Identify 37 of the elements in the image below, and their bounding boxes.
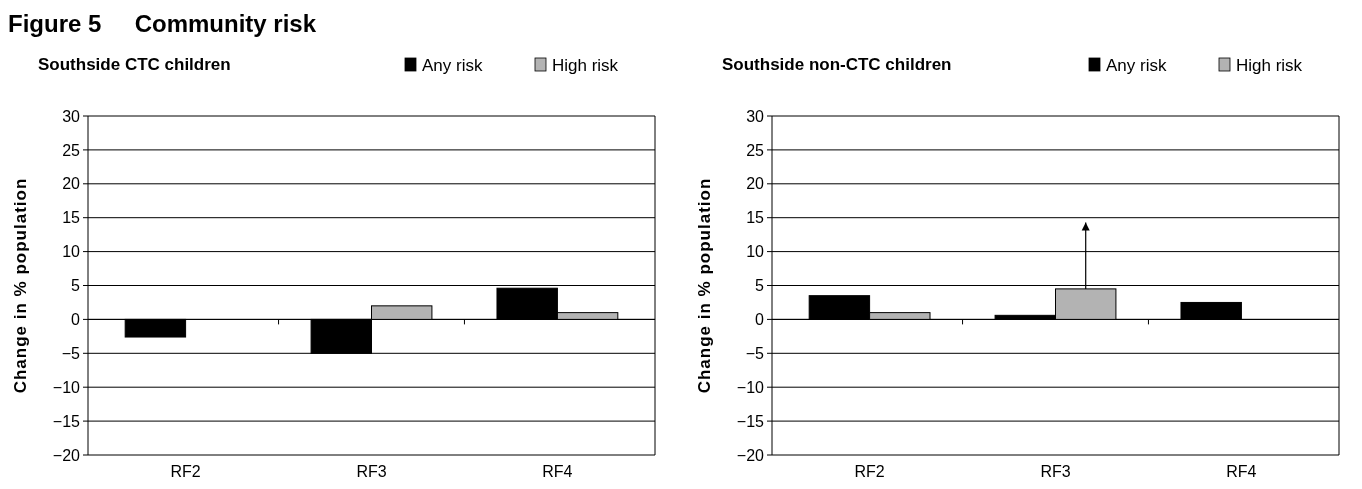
y-tick-label: −20	[52, 446, 81, 464]
y-tick-label: −20	[736, 446, 765, 464]
y-tick-label: −15	[52, 412, 81, 430]
y-tick-label: 15	[62, 209, 81, 227]
chart-subtitle: Southside non-CTC children	[722, 55, 952, 74]
y-tick-label: 5	[755, 277, 765, 295]
legend-label: Any risk	[1106, 56, 1167, 75]
legend-label: High risk	[1236, 56, 1303, 75]
y-tick-label: 30	[746, 107, 765, 125]
y-tick-label: −10	[736, 378, 765, 396]
y-tick-label: 15	[746, 209, 765, 227]
y-tick-label: 25	[62, 141, 81, 159]
y-tick-label: −15	[736, 412, 765, 430]
legend-label: Any risk	[422, 56, 483, 75]
y-tick-label: 0	[755, 311, 765, 328]
x-tick-label: RF2	[170, 463, 201, 480]
x-tick-label: RF3	[1040, 463, 1071, 480]
y-tick-label: 30	[62, 107, 81, 125]
x-tick-label: RF2	[854, 463, 885, 480]
y-tick-label: 10	[62, 243, 81, 261]
y-tick-label: 25	[746, 141, 765, 159]
y-tick-label: 20	[62, 175, 81, 193]
x-tick-label: RF4	[1226, 463, 1257, 480]
y-tick-label: 20	[746, 175, 765, 193]
y-tick-label: −5	[745, 344, 765, 362]
y-tick-label: −5	[61, 344, 81, 362]
chart-title: Figure 5 Community risk	[8, 10, 317, 37]
chart-subtitle: Southside CTC children	[38, 55, 231, 74]
y-axis-title: Change in % population	[11, 177, 30, 394]
x-tick-label: RF3	[356, 463, 387, 480]
x-tick-label: RF4	[542, 463, 573, 480]
y-tick-label: 0	[71, 311, 81, 328]
y-axis-title: Change in % population	[695, 177, 714, 394]
y-tick-label: 10	[746, 243, 765, 261]
legend-label: High risk	[552, 56, 619, 75]
y-tick-label: −10	[52, 378, 81, 396]
y-tick-label: 5	[71, 277, 81, 295]
